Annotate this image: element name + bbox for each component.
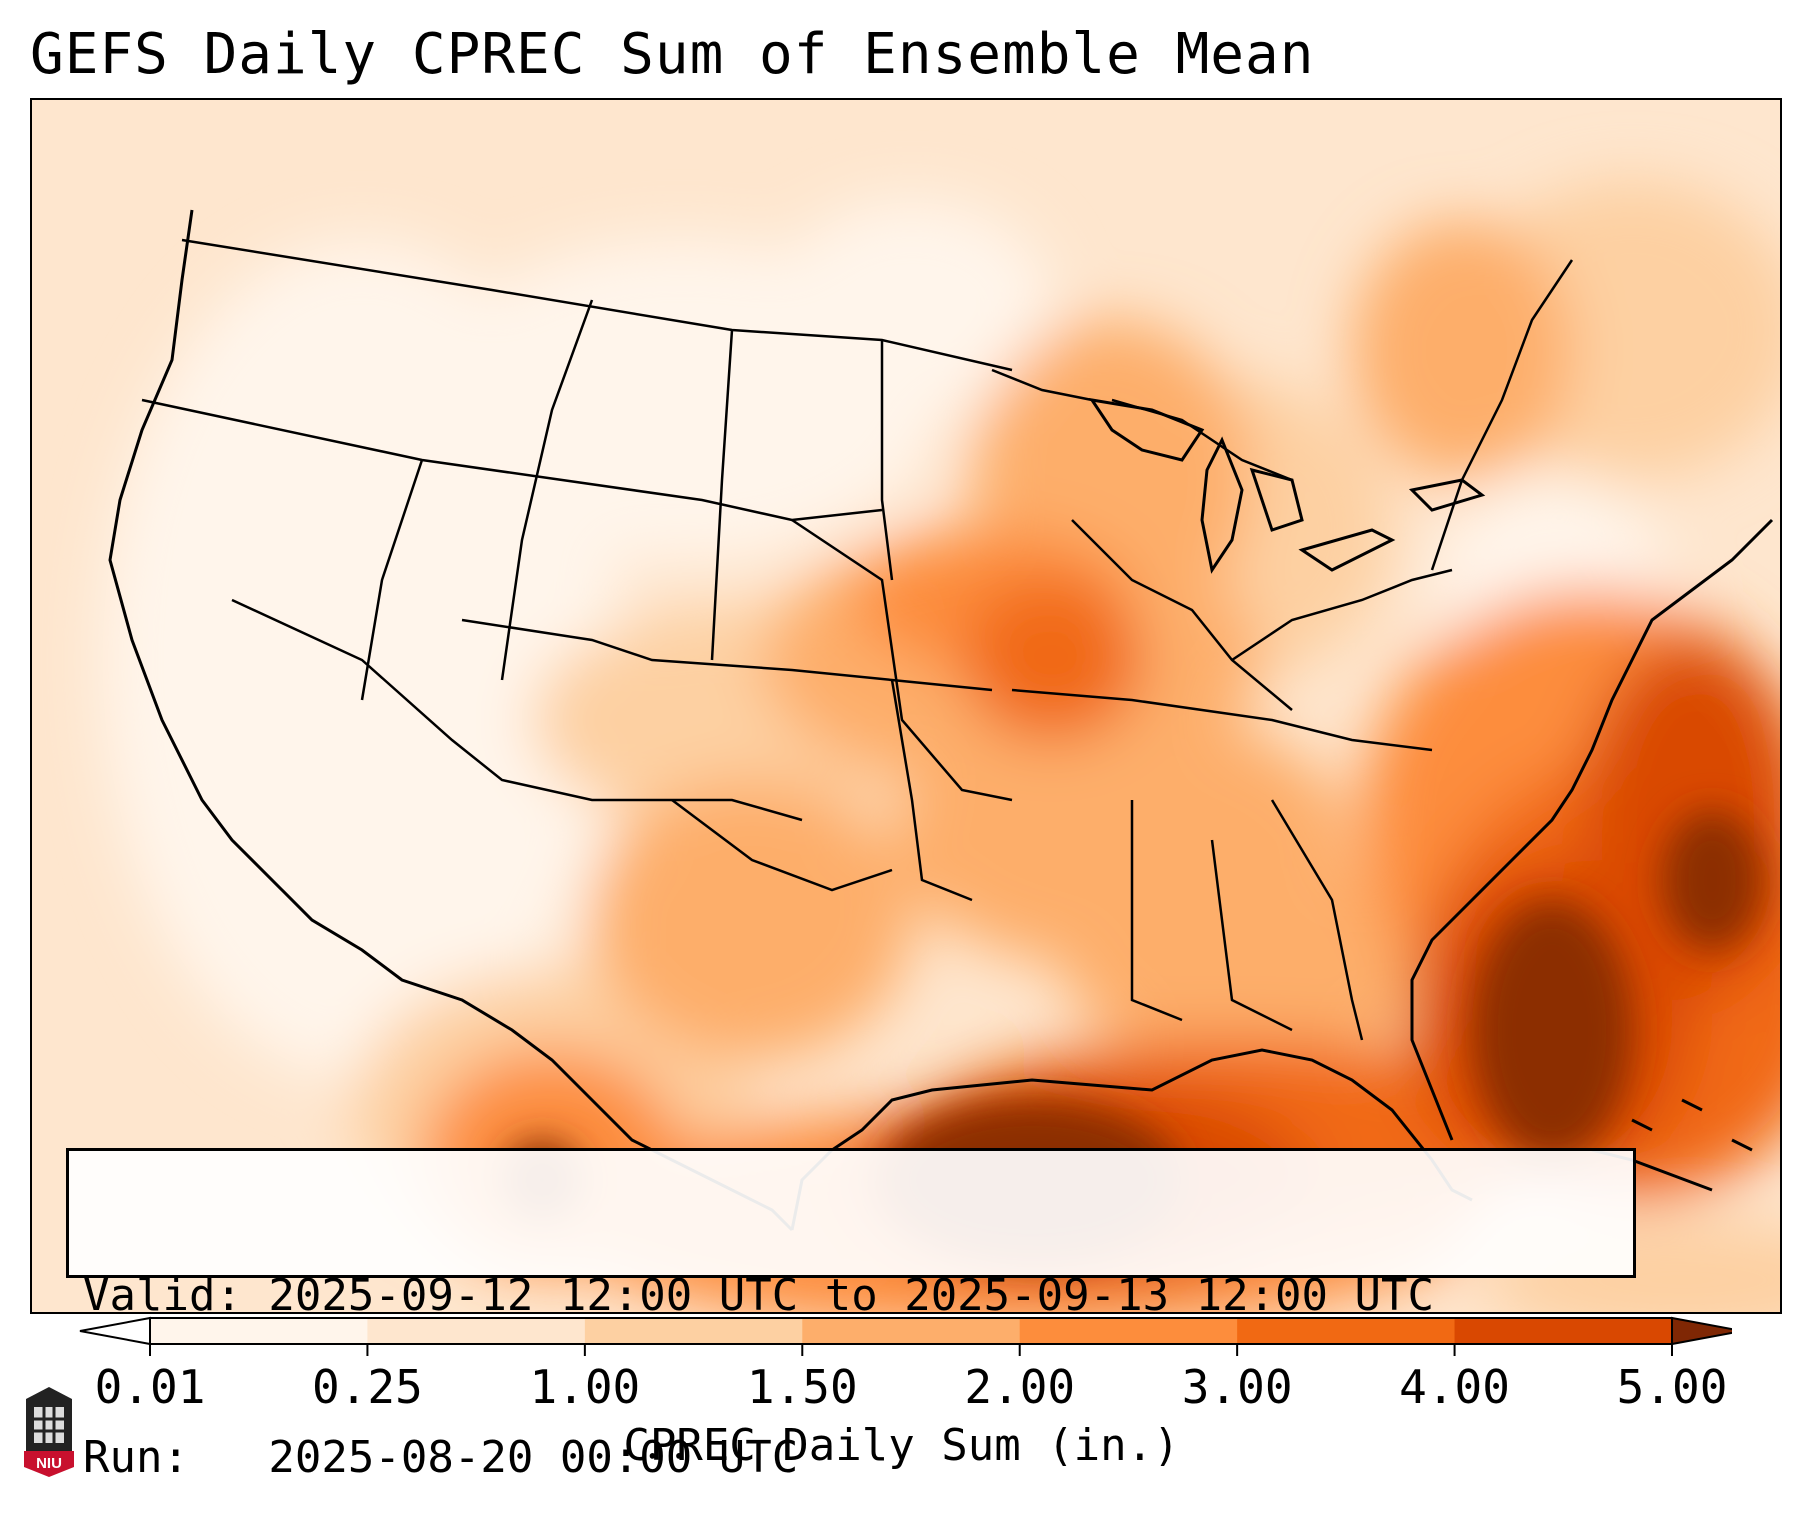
valid-time-text: Valid: 2025-09-12 12:00 UTC to 2025-09-1…	[83, 1270, 1435, 1321]
precip-map-canvas	[32, 100, 1780, 1312]
colorbar-tick-label: 0.25	[312, 1360, 423, 1414]
great-lakes	[1088, 397, 1486, 574]
colorbar-label: CPREC Daily Sum (in.)	[623, 1420, 1180, 1471]
validity-info-box: Valid: 2025-09-12 12:00 UTC to 2025-09-1…	[66, 1148, 1636, 1483]
colorbar-segment	[1237, 1318, 1456, 1344]
colorbar-tick-label: 1.00	[529, 1360, 641, 1414]
precip-map	[30, 98, 1782, 1314]
logo-window	[34, 1407, 64, 1443]
logo-text: NIU	[36, 1455, 62, 1472]
us-coastline	[108, 209, 1774, 1232]
colorbar-segment	[1019, 1318, 1238, 1344]
colorbar	[79, 1316, 1732, 1356]
colorbar-tick-label: 1.50	[746, 1360, 858, 1414]
map-title: GEFS Daily CPREC Sum of Ensemble Mean	[30, 22, 1315, 87]
niu-logo: NIU	[24, 1387, 74, 1477]
colorbar-segment	[584, 1318, 803, 1344]
colorbar-tick-label: 0.01	[94, 1360, 206, 1414]
colorbar-tick-label: 4.00	[1399, 1360, 1510, 1414]
colorbar-tick-label: 3.00	[1181, 1360, 1293, 1414]
colorbar-segment	[1454, 1318, 1673, 1344]
colorbar-segment	[802, 1318, 1021, 1344]
logo-shield	[24, 1451, 74, 1477]
colorbar-tick-label: 5.00	[1616, 1360, 1728, 1414]
colorbar-frame	[149, 1317, 1673, 1345]
colorbar-over-extension	[1671, 1316, 1732, 1346]
colorbar-segment	[150, 1318, 368, 1344]
run-time-text: Run: 2025-08-20 00:00 UTC	[83, 1432, 799, 1483]
colorbar-segment	[367, 1318, 586, 1344]
colorbar-under-extension	[79, 1316, 151, 1346]
colorbar-tick-label: 2.00	[964, 1360, 1076, 1414]
